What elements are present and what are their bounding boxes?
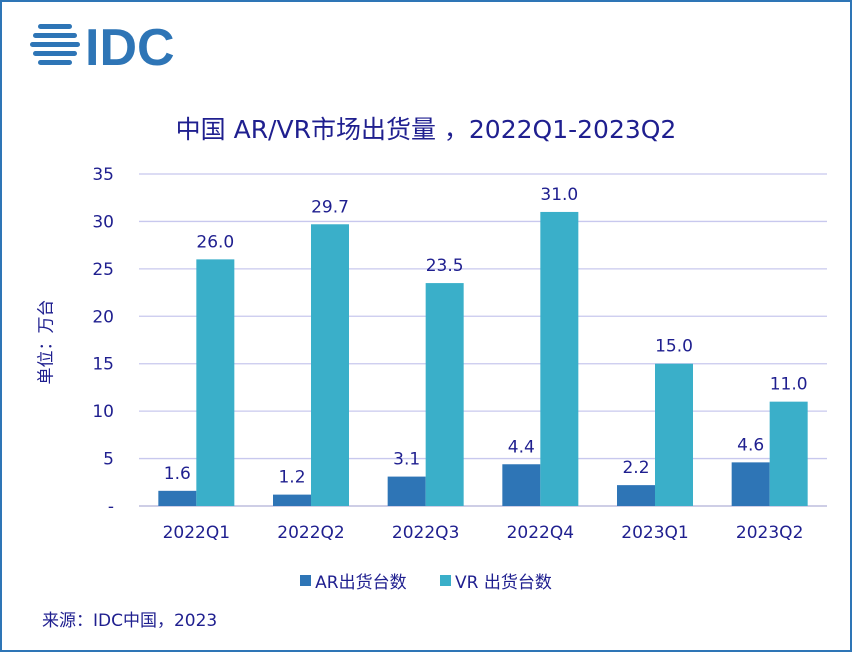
- data-label: 3.1: [393, 450, 420, 470]
- bar-chart: - 5 10 15 20 25 30 35 2022Q1 1.6 26.0 2022Q2 1.2 29.7…: [92, 165, 827, 543]
- bar-vr: [540, 211, 579, 506]
- y-tick-label: 30: [92, 212, 114, 232]
- bar-vr: [425, 283, 464, 506]
- y-tick-label: 35: [92, 165, 114, 185]
- y-tick-label: -: [108, 497, 114, 517]
- data-label: 29.7: [311, 197, 349, 217]
- legend-label-vr: VR 出货台数: [455, 573, 552, 593]
- x-tick-label: 2023Q2: [736, 523, 803, 543]
- y-tick-label: 15: [92, 355, 114, 375]
- bar-ar: [387, 476, 426, 506]
- data-label: 11.0: [770, 375, 808, 395]
- legend-label-ar: AR出货台数: [315, 573, 407, 593]
- data-label: 26.0: [196, 232, 234, 252]
- bar-vr: [311, 224, 349, 506]
- x-tick-label: 2022Q2: [277, 523, 344, 543]
- idc-logo: IDC: [30, 20, 175, 70]
- data-label: 4.6: [737, 435, 764, 455]
- bar-ar: [502, 464, 541, 506]
- bar-ar: [731, 462, 770, 506]
- bar-ar: [158, 490, 197, 506]
- bar-vr: [769, 401, 808, 506]
- data-label: 1.6: [164, 464, 191, 484]
- x-tick-label: 2022Q3: [392, 523, 459, 543]
- data-label: 15.0: [655, 337, 693, 357]
- legend-swatch-ar: [300, 575, 312, 586]
- data-label: 31.0: [540, 185, 578, 205]
- data-label: 1.2: [278, 468, 305, 488]
- x-tick-label: 2022Q4: [507, 523, 574, 543]
- y-tick-label: 5: [103, 450, 114, 470]
- y-tick-label: 10: [92, 402, 114, 422]
- bar-vr: [196, 259, 235, 506]
- data-label: 4.4: [508, 437, 535, 457]
- legend-swatch-vr: [440, 575, 451, 586]
- data-label: 23.5: [426, 256, 464, 276]
- bar-vr: [655, 363, 693, 506]
- bar-ar: [273, 494, 311, 506]
- svg-text:IDC: IDC: [85, 20, 175, 70]
- x-tick-label: 2022Q1: [163, 523, 230, 543]
- x-tick-label: 2023Q1: [621, 523, 688, 543]
- legend-item-ar: AR出货台数: [300, 568, 407, 593]
- legend: AR出货台数 VR 出货台数: [2, 568, 850, 593]
- data-label: 2.2: [622, 458, 649, 478]
- source-note: 来源：IDC中国，2023: [42, 611, 218, 631]
- bar-ar: [617, 485, 655, 506]
- y-tick-label: 25: [92, 260, 114, 280]
- chart-title: 中国 AR/VR市场出货量 ，2022Q1-2023Q2: [175, 115, 677, 144]
- y-tick-label: 20: [92, 307, 114, 327]
- legend-item-vr: VR 出货台数: [440, 568, 552, 593]
